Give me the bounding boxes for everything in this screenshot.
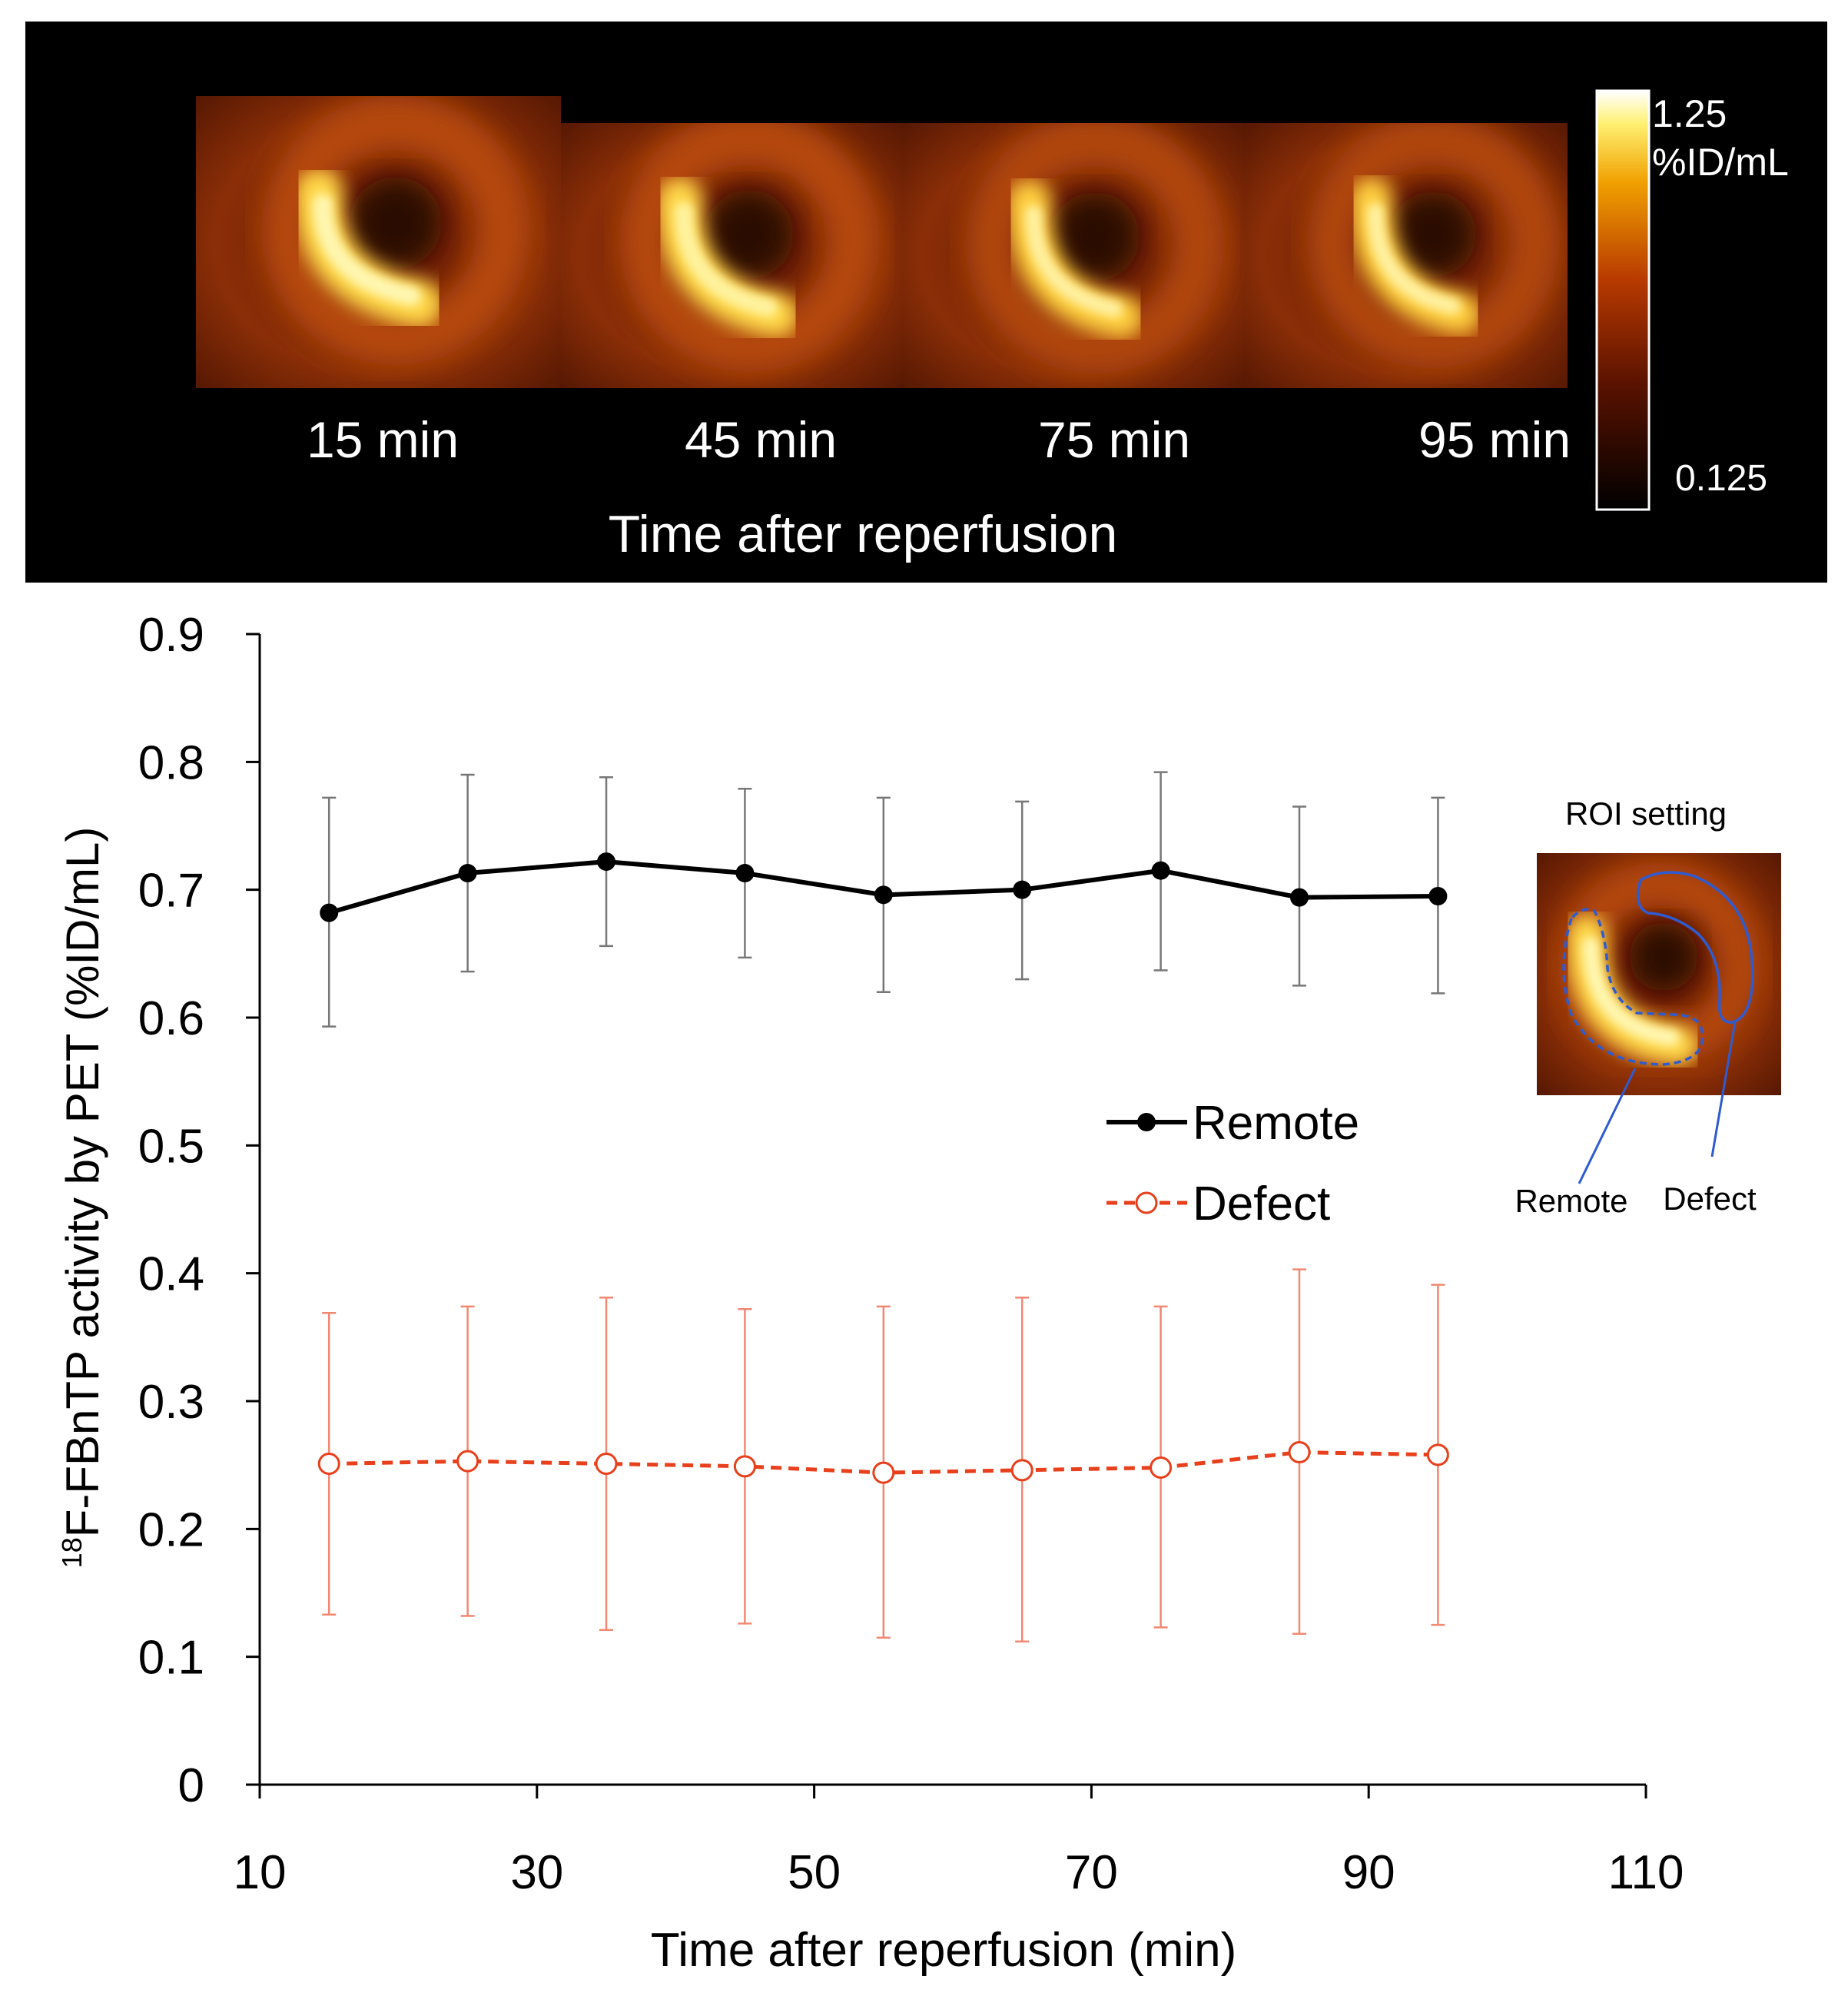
pet-frame-3-label: 75 min (1038, 411, 1190, 468)
pet-frame-2-label: 45 min (685, 411, 837, 468)
legend-defect-marker (1135, 1191, 1158, 1214)
chart-area: 00.10.20.30.40.50.60.70.80.9 10 30 50 70 90 1… (56, 609, 1684, 1977)
x-axis-title: Time after reperfusion (min) (651, 1924, 1237, 1977)
pet-frame-1-image (196, 96, 561, 388)
x-tick-label-3: 70 (1065, 1846, 1118, 1899)
roi-remote-pointer (1578, 1068, 1637, 1184)
legend-remote-label: Remote (1193, 1097, 1359, 1150)
series-defect-point-3 (733, 1455, 756, 1478)
x-tick-label-0: 10 (234, 1846, 287, 1899)
x-ticks: 10 30 50 70 90 110 (234, 1785, 1684, 1899)
y-tick-label-9: 0.9 (138, 609, 204, 662)
series-remote-point-5 (1013, 880, 1032, 899)
y-tick-label-2: 0.2 (138, 1503, 204, 1556)
x-tick-label-5: 110 (1608, 1846, 1684, 1899)
series-defect-point-7 (1288, 1441, 1311, 1464)
y-tick-label-6: 0.6 (138, 992, 204, 1045)
x-tick-label-2: 50 (788, 1846, 841, 1899)
series-remote (320, 771, 1448, 1028)
x-tick-label-4: 90 (1342, 1846, 1395, 1899)
y-axis-title: 18F-FBnTP activity by PET (%ID/mL) (56, 827, 108, 1569)
legend-defect-label: Defect (1193, 1177, 1330, 1231)
colorbar-min-label: 0.125 (1675, 458, 1767, 499)
roi-defect-label: Defect (1663, 1181, 1757, 1217)
series-defect-point-4 (872, 1461, 895, 1484)
roi-remote-label: Remote (1515, 1183, 1627, 1219)
pet-panel: 15 min 45 min 75 min 95 min Time after r… (25, 22, 1827, 583)
roi-inset: ROI setting Remote Defect (1515, 795, 1781, 1219)
series-defect-point-6 (1150, 1456, 1173, 1479)
y-tick-label-5: 0.5 (138, 1120, 204, 1173)
pet-panel-xlabel: Time after reperfusion (609, 505, 1118, 563)
series-remote-point-8 (1428, 886, 1448, 905)
series-defect-point-2 (595, 1453, 618, 1476)
y-ticks: 0 0.1 0.2 0.3 0.4 0.5 0.6 0.7 0.8 0.9 (138, 609, 260, 1812)
roi-inset-title: ROI setting (1565, 795, 1727, 832)
y-tick-label-0: 0 (178, 1759, 204, 1812)
y-tick-label-8: 0.8 (138, 736, 204, 789)
legend: Remote Defect (1106, 1097, 1359, 1231)
series-remote-point-6 (1151, 861, 1170, 880)
y-axis-title-superscript: 18 (56, 1537, 88, 1568)
colorbar-unit-label: %ID/mL (1652, 141, 1789, 184)
y-axis-title-main: F-FBnTP activity by PET (%ID/mL) (57, 827, 108, 1538)
x-tick-label-1: 30 (510, 1846, 563, 1899)
series-remote-point-1 (458, 864, 477, 883)
legend-remote-marker (1137, 1113, 1156, 1131)
series-remote-point-4 (874, 885, 893, 905)
series-defect (317, 1268, 1449, 1642)
pet-frame-1-label: 15 min (307, 411, 459, 468)
pet-frame-2-image (561, 123, 903, 388)
colorbar (1595, 89, 1651, 511)
pet-frame-4-label: 95 min (1418, 411, 1571, 468)
pet-frame-3-image (903, 123, 1245, 388)
y-tick-label-7: 0.7 (138, 865, 204, 918)
series-defect-point-0 (317, 1453, 340, 1476)
series-remote-point-2 (597, 852, 615, 872)
y-tick-label-1: 0.1 (138, 1632, 204, 1685)
series-remote-point-3 (735, 864, 755, 883)
series-defect-point-1 (456, 1450, 479, 1473)
y-tick-label-4: 0.4 (138, 1248, 204, 1301)
colorbar-max-label: 1.25 (1652, 92, 1727, 135)
series-remote-point-7 (1290, 888, 1309, 907)
pet-frame-4-image (1245, 123, 1568, 388)
roi-remote-outline (1562, 908, 1704, 1066)
y-tick-label-3: 0.3 (138, 1376, 204, 1429)
series-layer (317, 771, 1449, 1642)
roi-inset-image (1537, 853, 1781, 1095)
roi-defect-outline (1636, 871, 1754, 1024)
series-defect-point-8 (1426, 1443, 1449, 1466)
roi-defect-pointer (1710, 1021, 1737, 1157)
series-defect-point-5 (1010, 1459, 1033, 1482)
series-remote-point-0 (320, 903, 339, 922)
